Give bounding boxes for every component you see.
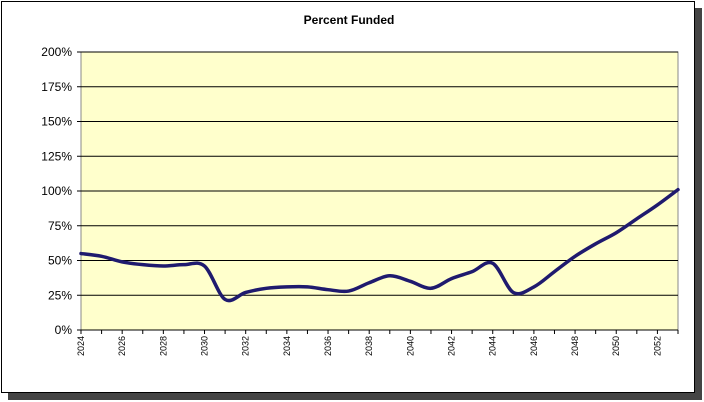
y-tick-label: 0% bbox=[55, 323, 73, 337]
x-tick-label: 2034 bbox=[282, 336, 292, 356]
chart-svg: 0% 25% 50% 75% 100% 125% 150% 175% 200% 2024 2026 2… bbox=[41, 45, 680, 356]
y-tick-label: 50% bbox=[48, 254, 72, 268]
y-tick-label: 25% bbox=[48, 288, 72, 302]
x-tick-label: 2044 bbox=[488, 336, 498, 356]
y-tick-label: 150% bbox=[41, 115, 72, 129]
x-tick-label: 2048 bbox=[570, 336, 580, 356]
x-tick-label: 2038 bbox=[364, 336, 374, 356]
y-tick-label: 75% bbox=[48, 219, 72, 233]
series-line bbox=[79, 187, 680, 303]
y-tick-label: 175% bbox=[41, 80, 72, 94]
x-tick-label: 2052 bbox=[652, 336, 662, 356]
x-tick-label: 2026 bbox=[117, 336, 127, 356]
y-tick-label: 100% bbox=[41, 184, 72, 198]
y-tick-label: 200% bbox=[41, 45, 72, 59]
x-tick-label: 2050 bbox=[611, 336, 621, 356]
x-tick-label: 2030 bbox=[200, 336, 210, 356]
x-tick-label: 2024 bbox=[76, 336, 86, 356]
x-tick-label: 2042 bbox=[447, 336, 457, 356]
chart-title: Percent Funded bbox=[303, 13, 395, 27]
x-tick-label: 2040 bbox=[405, 336, 415, 356]
x-tick-label: 2032 bbox=[241, 336, 251, 356]
x-tick-label: 2036 bbox=[323, 336, 333, 356]
x-tick-label: 2028 bbox=[158, 336, 168, 356]
chart-frame: Percent Funded 0% 25% 50% 75% 100% 125% 150% 17… bbox=[1, 1, 695, 393]
y-tick-label: 125% bbox=[41, 149, 72, 163]
x-tick-label: 2046 bbox=[529, 336, 539, 356]
